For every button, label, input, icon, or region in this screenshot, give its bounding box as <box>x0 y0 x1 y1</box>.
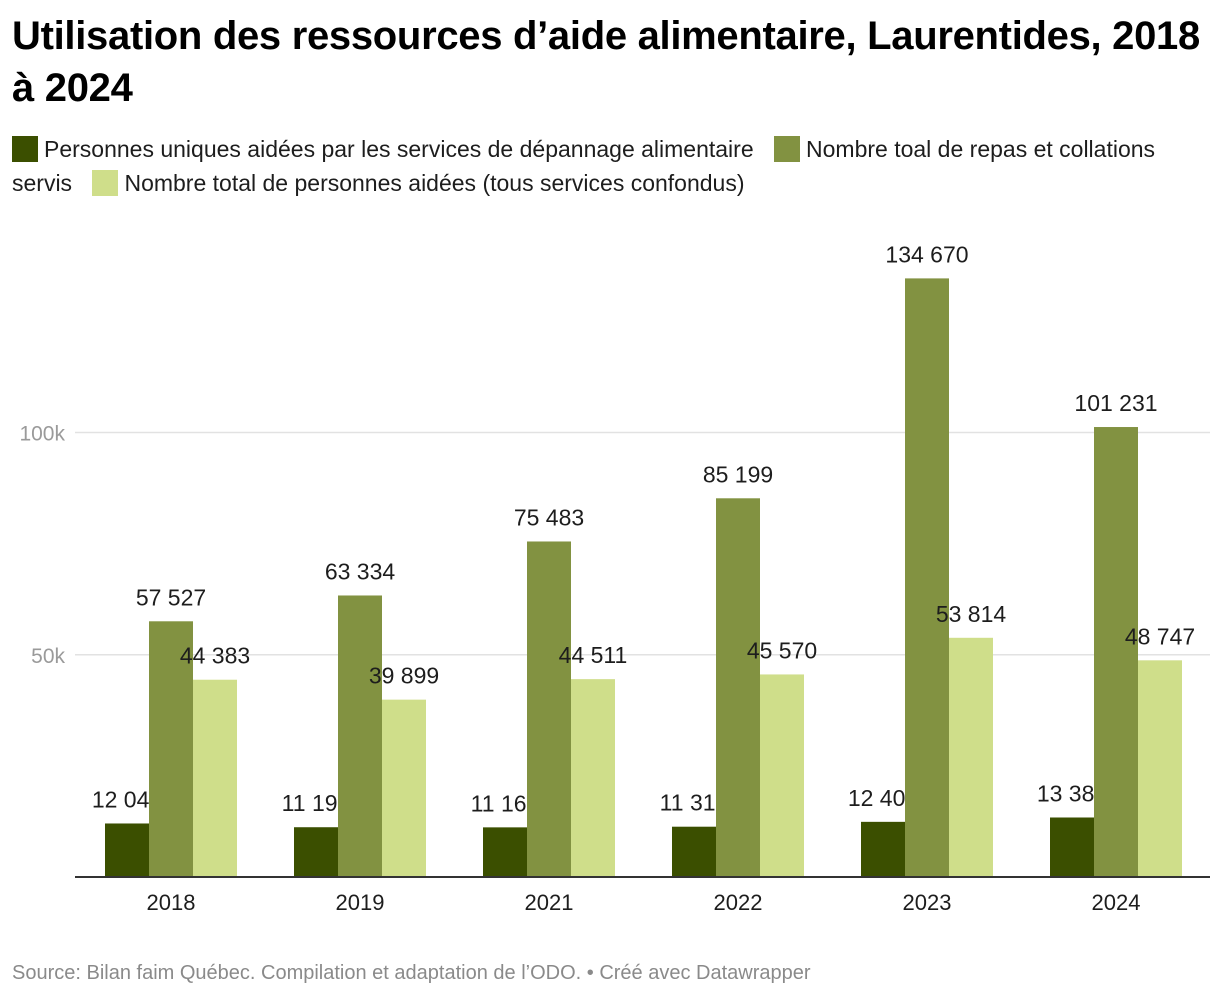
x-tick-label: 2023 <box>903 890 952 915</box>
bar <box>1094 427 1138 877</box>
bar-value-label: 101 231 <box>1074 390 1157 416</box>
bar <box>149 621 193 877</box>
bar <box>905 278 949 877</box>
x-tick-label: 2018 <box>147 890 196 915</box>
legend-swatch-total-persons <box>92 170 119 196</box>
legend-label-total-persons: Nombre total de personnes aidées (tous s… <box>124 170 745 196</box>
bar <box>105 823 149 877</box>
y-tick-label: 50k <box>31 645 65 668</box>
footer-separator: • <box>581 962 600 984</box>
legend-item-meals-served: Nombre toal de repas et collations servi… <box>12 136 1155 196</box>
bar-value-label: 45 570 <box>747 637 817 663</box>
bar <box>760 674 804 877</box>
x-tick-label: 2022 <box>714 890 763 915</box>
chart-title: Utilisation des ressources d’aide alimen… <box>12 14 1200 110</box>
bar-value-label: 63 334 <box>325 558 396 584</box>
bar <box>382 699 426 877</box>
bar <box>571 679 615 877</box>
bar-value-label: 44 383 <box>180 643 250 669</box>
bar-value-label: 39 899 <box>369 663 439 689</box>
legend-label-unique-persons: Personnes uniques aidées par les service… <box>44 136 754 162</box>
y-tick-label: 100k <box>19 423 65 446</box>
bar <box>861 821 905 877</box>
bar <box>193 679 237 877</box>
bar <box>527 541 571 877</box>
legend-label-meals-served: Nombre toal de repas et collations servi… <box>12 136 1156 196</box>
bar-value-label: 85 199 <box>703 461 773 487</box>
bar-value-label: 75 483 <box>514 504 584 530</box>
legend-swatch-unique-persons <box>12 136 38 162</box>
legend-item-total-persons: Nombre total de personnes aidées (tous s… <box>92 170 745 196</box>
legend-swatch-meals-served <box>774 136 801 162</box>
bar-value-label: 53 814 <box>936 601 1007 627</box>
bar <box>483 827 527 877</box>
bar <box>672 826 716 877</box>
bar <box>1138 660 1182 877</box>
bar <box>294 827 338 877</box>
bar-value-label: 44 511 <box>559 642 628 668</box>
bar-value-label: 57 527 <box>136 584 206 610</box>
x-tick-label: 2021 <box>525 890 574 915</box>
footer: Source: Bilan faim Québec. Compilation e… <box>12 962 811 985</box>
bar <box>716 498 760 877</box>
datawrapper-credit: Créé avec Datawrapper <box>599 962 811 984</box>
bar-value-label: 134 670 <box>885 241 968 267</box>
source-note: Source: Bilan faim Québec. Compilation e… <box>12 962 582 984</box>
x-tick-label: 2019 <box>336 890 385 915</box>
bar-value-label: 48 747 <box>1125 623 1195 649</box>
legend: Personnes uniques aidées par les service… <box>12 132 1212 200</box>
x-tick-label: 2024 <box>1092 890 1141 915</box>
bar <box>338 595 382 877</box>
bar <box>1050 817 1094 877</box>
bar <box>949 637 993 877</box>
legend-item-unique-persons: Personnes uniques aidées par les service… <box>12 136 754 162</box>
